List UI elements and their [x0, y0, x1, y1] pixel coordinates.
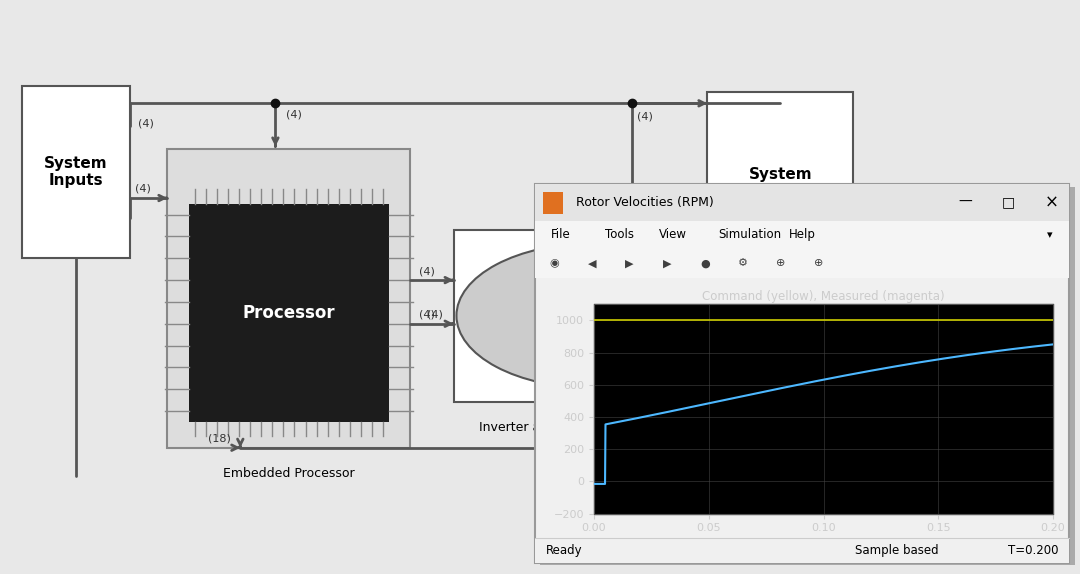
Text: File: File [551, 228, 570, 241]
Text: Sample based: Sample based [855, 544, 939, 557]
Text: (18): (18) [626, 259, 649, 269]
Text: ▶: ▶ [625, 258, 634, 269]
Text: Simulation: Simulation [718, 228, 781, 241]
Text: Rotor Velocities (RPM): Rotor Velocities (RPM) [576, 196, 714, 209]
Text: Processor: Processor [243, 304, 335, 322]
FancyBboxPatch shape [535, 184, 1069, 221]
FancyBboxPatch shape [535, 538, 1069, 563]
Text: (18): (18) [648, 262, 671, 272]
FancyBboxPatch shape [707, 92, 853, 276]
Text: (4): (4) [286, 110, 302, 119]
Text: ◀: ◀ [588, 258, 596, 269]
Text: (4): (4) [637, 111, 653, 121]
Title: Command (yellow), Measured (magenta): Command (yellow), Measured (magenta) [702, 290, 945, 303]
Text: View: View [659, 228, 687, 241]
Text: (4): (4) [427, 310, 443, 320]
FancyBboxPatch shape [535, 221, 1069, 249]
Text: —: — [958, 195, 972, 210]
Text: ×: × [1044, 193, 1058, 211]
Text: ⊕: ⊕ [777, 258, 785, 269]
Text: Tools: Tools [605, 228, 634, 241]
Text: System
Analysis: System Analysis [745, 168, 815, 200]
Text: System
Inputs: System Inputs [44, 156, 107, 188]
FancyBboxPatch shape [535, 184, 1069, 563]
Text: ▾: ▾ [1048, 230, 1053, 240]
Text: ◉: ◉ [549, 258, 559, 269]
Text: ▶: ▶ [663, 258, 672, 269]
Text: (4): (4) [419, 310, 435, 320]
FancyBboxPatch shape [22, 86, 130, 258]
Text: Inverter and Motor: Inverter and Motor [478, 421, 596, 434]
Text: Ready: Ready [545, 544, 582, 557]
FancyBboxPatch shape [540, 187, 1075, 565]
FancyBboxPatch shape [594, 304, 1053, 514]
FancyBboxPatch shape [543, 192, 563, 214]
Text: ⊞: ⊞ [1041, 310, 1050, 320]
Text: ⊕: ⊕ [814, 258, 823, 269]
Text: Help: Help [788, 228, 815, 241]
Text: ●: ● [700, 258, 711, 269]
Text: (4): (4) [419, 266, 435, 276]
Text: (18): (18) [207, 434, 231, 444]
Text: T=0.200: T=0.200 [1008, 544, 1058, 557]
FancyBboxPatch shape [454, 230, 545, 402]
Text: (18): (18) [626, 328, 649, 338]
Text: (4): (4) [135, 183, 151, 193]
Circle shape [457, 243, 729, 388]
FancyBboxPatch shape [167, 149, 410, 448]
FancyBboxPatch shape [189, 204, 389, 422]
FancyBboxPatch shape [535, 249, 1069, 278]
Text: M: M [583, 306, 603, 325]
Text: ⚙: ⚙ [738, 258, 748, 269]
Text: Embedded Processor: Embedded Processor [224, 467, 354, 480]
Text: □: □ [1002, 195, 1015, 210]
Text: (4): (4) [138, 118, 154, 128]
